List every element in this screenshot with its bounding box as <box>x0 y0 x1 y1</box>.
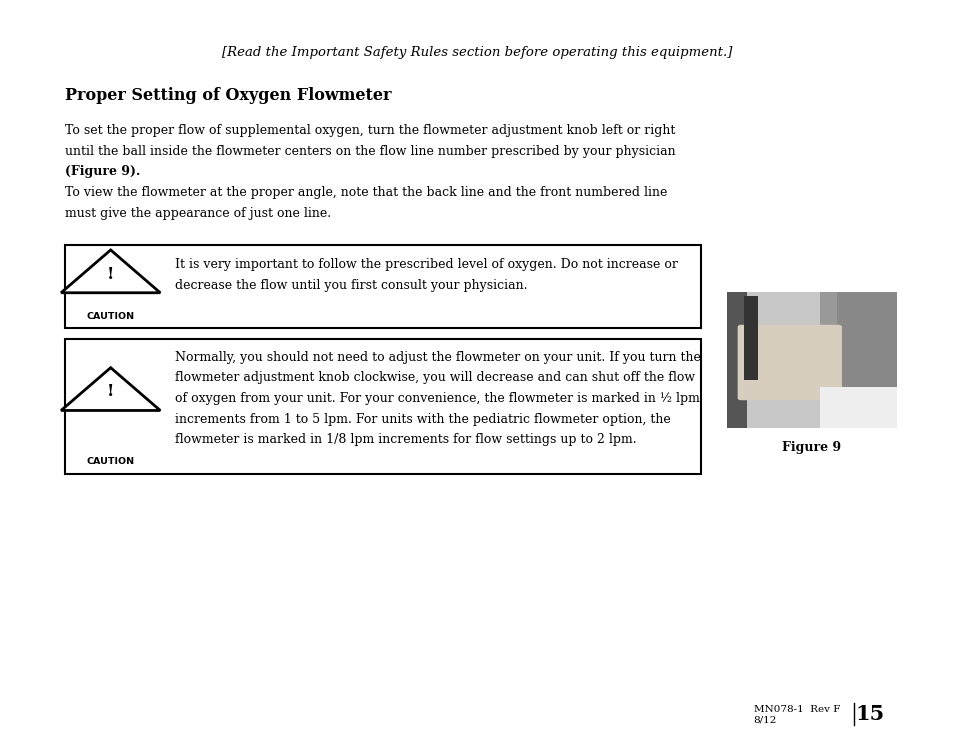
Text: Figure 9: Figure 9 <box>781 441 841 455</box>
Text: until the ball inside the flowmeter centers on the flow line number prescribed b: until the ball inside the flowmeter cent… <box>65 145 675 158</box>
Text: 15: 15 <box>855 704 883 725</box>
Text: !: ! <box>107 266 114 283</box>
FancyBboxPatch shape <box>65 245 700 328</box>
Text: Normally, you should not need to adjust the flowmeter on your unit. If you turn : Normally, you should not need to adjust … <box>174 351 700 364</box>
Text: flowmeter is marked in 1/8 lpm increments for flow settings up to 2 lpm.: flowmeter is marked in 1/8 lpm increment… <box>174 433 636 446</box>
FancyBboxPatch shape <box>737 325 841 400</box>
Text: of oxygen from your unit. For your convenience, the flowmeter is marked in ½ lpm: of oxygen from your unit. For your conve… <box>174 392 699 405</box>
FancyBboxPatch shape <box>726 292 896 428</box>
FancyBboxPatch shape <box>820 387 896 428</box>
Text: CAUTION: CAUTION <box>87 312 134 321</box>
FancyBboxPatch shape <box>65 339 700 474</box>
Text: MN078-1  Rev F: MN078-1 Rev F <box>753 706 840 714</box>
Text: CAUTION: CAUTION <box>87 458 134 466</box>
FancyBboxPatch shape <box>743 296 757 380</box>
Text: To set the proper flow of supplemental oxygen, turn the flowmeter adjustment kno: To set the proper flow of supplemental o… <box>65 124 675 137</box>
FancyBboxPatch shape <box>726 292 820 428</box>
Polygon shape <box>61 368 160 410</box>
Text: 8/12: 8/12 <box>753 715 777 724</box>
FancyBboxPatch shape <box>726 292 746 428</box>
FancyBboxPatch shape <box>837 292 896 428</box>
Text: (Figure 9).: (Figure 9). <box>65 165 140 179</box>
Text: !: ! <box>107 383 114 401</box>
Text: Proper Setting of Oxygen Flowmeter: Proper Setting of Oxygen Flowmeter <box>65 87 391 104</box>
Text: flowmeter adjustment knob clockwise, you will decrease and can shut off the flow: flowmeter adjustment knob clockwise, you… <box>174 371 694 384</box>
Polygon shape <box>61 250 160 293</box>
Text: [Read the Important Safety Rules section before operating this equipment.]: [Read the Important Safety Rules section… <box>222 46 731 59</box>
Text: It is very important to follow the prescribed level of oxygen. Do not increase o: It is very important to follow the presc… <box>174 258 677 272</box>
Text: To view the flowmeter at the proper angle, note that the back line and the front: To view the flowmeter at the proper angl… <box>65 186 666 199</box>
Text: must give the appearance of just one line.: must give the appearance of just one lin… <box>65 207 331 220</box>
Text: increments from 1 to 5 lpm. For units with the pediatric flowmeter option, the: increments from 1 to 5 lpm. For units wi… <box>174 413 670 426</box>
Text: decrease the flow until you first consult your physician.: decrease the flow until you first consul… <box>174 279 526 292</box>
